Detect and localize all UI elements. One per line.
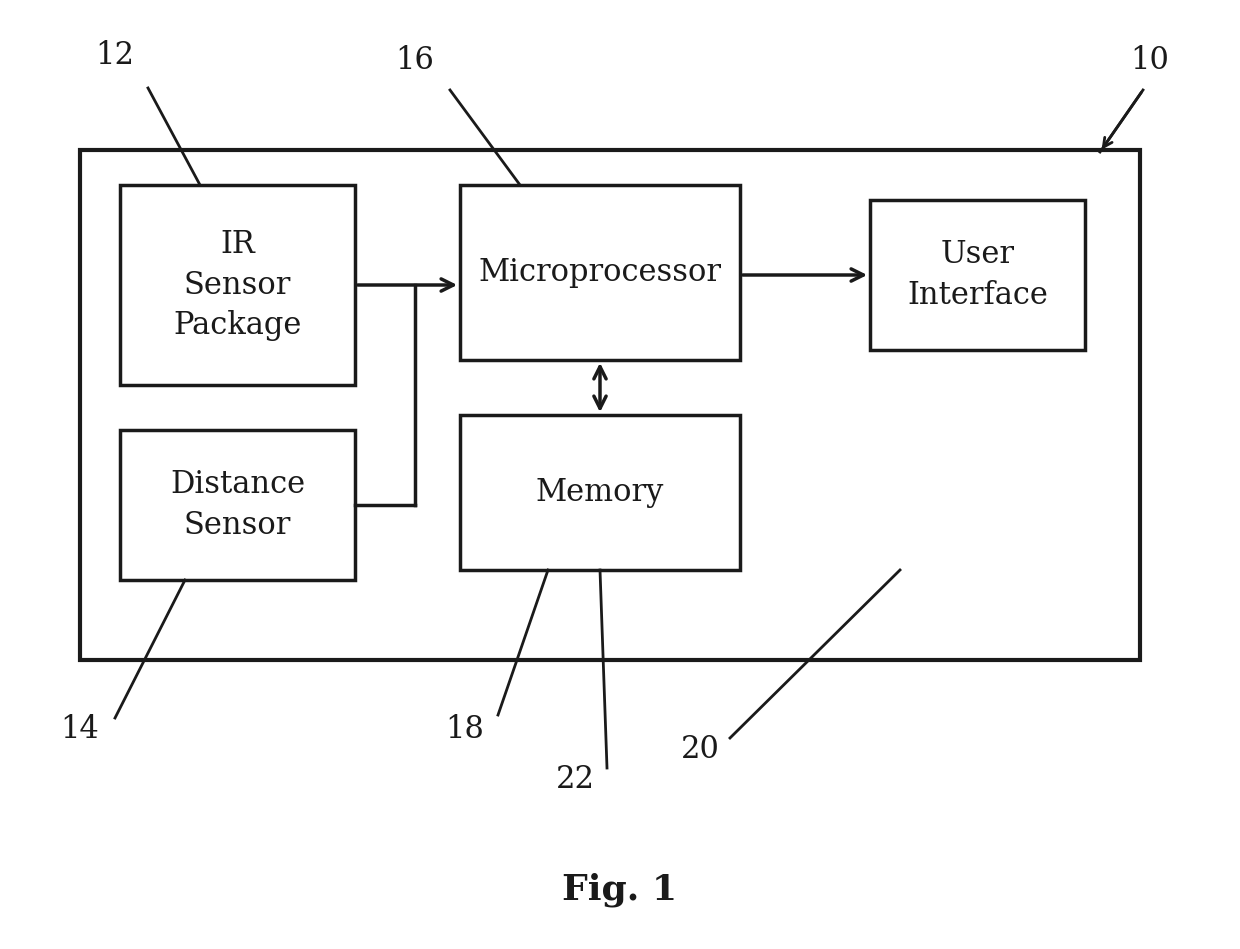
Text: Memory: Memory [536, 477, 665, 508]
Text: IR
Sensor
Package: IR Sensor Package [174, 229, 301, 341]
Bar [81, 150, 1140, 660]
Bar [460, 185, 740, 360]
Bar [120, 430, 355, 580]
Bar [870, 200, 1085, 350]
Text: 20: 20 [681, 735, 719, 766]
Bar [120, 185, 355, 385]
Text: 18: 18 [445, 715, 485, 746]
Text: Distance
Sensor: Distance Sensor [170, 469, 305, 541]
Bar [460, 415, 740, 570]
Text: 10: 10 [1131, 45, 1169, 76]
Text: Microprocessor: Microprocessor [479, 257, 722, 288]
Text: 16: 16 [396, 45, 434, 76]
Text: Fig. 1: Fig. 1 [563, 873, 677, 907]
Text: 14: 14 [61, 715, 99, 746]
Text: User
Interface: User Interface [908, 239, 1048, 311]
Text: 12: 12 [95, 40, 134, 70]
Text: 22: 22 [556, 765, 594, 795]
